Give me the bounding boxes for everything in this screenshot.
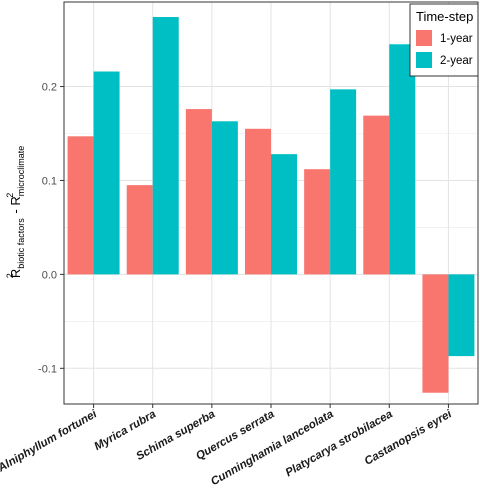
- y-label-sep: -: [8, 206, 23, 218]
- bar-2-year: [152, 17, 179, 275]
- legend-key-2-year: [416, 52, 432, 68]
- y-tick-label: 0.2: [42, 82, 57, 94]
- y-axis-label: Rbiotic factors2 - Rmicroclimate2: [5, 146, 26, 278]
- bar-2-year: [93, 71, 120, 275]
- bar-1-year: [245, 128, 271, 275]
- bar-2-year: [211, 121, 238, 275]
- y-tick-label: -0.1: [38, 363, 57, 375]
- y-label-sub2: microclimate: [16, 146, 26, 197]
- legend-key-1-year: [416, 30, 432, 46]
- bar-1-year: [185, 109, 212, 275]
- legend-label-2-year: 2-year: [440, 55, 473, 67]
- y-tick-label: 0.1: [42, 175, 57, 187]
- y-label-r1: R: [8, 269, 23, 278]
- bar-1-year: [304, 169, 331, 275]
- bar-1-year: [363, 115, 390, 275]
- y-tick-label: 0.0: [42, 269, 57, 281]
- bars: [67, 17, 475, 393]
- y-label-sup2: 2: [5, 193, 15, 198]
- y-label-r2: R: [8, 196, 23, 205]
- legend: Time-step 1-year 2-year: [409, 3, 479, 77]
- bar-1-year: [67, 136, 94, 275]
- bar-2-year: [271, 154, 297, 275]
- bar-1-year: [422, 274, 449, 393]
- bar-2-year: [330, 89, 357, 275]
- y-label-sup1: 2: [5, 273, 15, 278]
- legend-title: Time-step: [416, 9, 473, 24]
- bar-2-year: [389, 44, 416, 275]
- y-label-sub1: biotic factors: [16, 218, 26, 269]
- y-axis: -0.1 0.0 0.1 0.2: [38, 82, 64, 375]
- legend-label-1-year: 1-year: [440, 33, 473, 45]
- bar-2-year: [448, 274, 475, 357]
- bar-1-year: [126, 185, 153, 275]
